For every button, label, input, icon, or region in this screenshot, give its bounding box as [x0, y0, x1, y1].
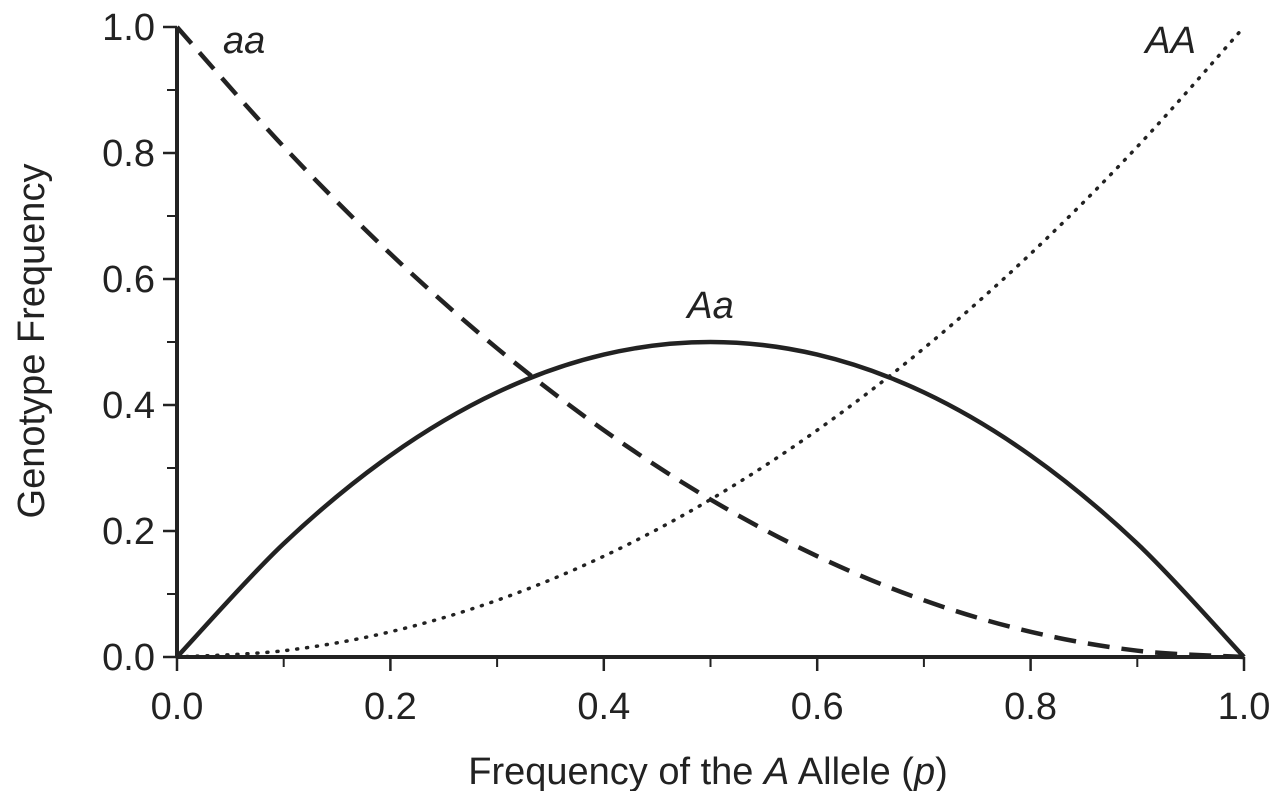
y-tick-label: 0.2 [102, 511, 155, 553]
y-tick-label: 0.0 [102, 637, 155, 679]
series-label-AA: AA [1143, 20, 1196, 62]
series-line-Aa [175, 339, 1246, 659]
y-tick-label: 0.6 [102, 259, 155, 301]
x-tick-label: 0.6 [791, 686, 844, 728]
x-tick-label: 0.2 [364, 686, 417, 728]
x-tick-label: 0.0 [151, 686, 204, 728]
series-label-aa: aa [223, 20, 265, 62]
series-label-Aa: Aa [685, 285, 733, 327]
series-layer [175, 25, 1246, 660]
y-axis-title: Genotype Frequency [11, 164, 53, 519]
y-tick-label: 0.8 [102, 133, 155, 175]
x-tick-label: 0.8 [1004, 686, 1057, 728]
x-axis-title-part-3: ) [935, 751, 948, 791]
axes-layer: 0.0 0.2 0.4 0.6 0.8 1.0 0.0 0.2 0.4 0.6 0.8 1.0 [102, 7, 1270, 728]
x-axis-title-italic-a: A [762, 751, 789, 791]
x-axis-title-part-2: Allele ( [789, 751, 914, 791]
x-tick-label: 1.0 [1218, 686, 1271, 728]
x-axis-title-part-1: Frequency of the [468, 751, 764, 791]
x-axis-title: Frequency of the A Allele (p) [468, 751, 948, 791]
x-tick-label: 0.4 [577, 686, 630, 728]
y-tick-label: 0.4 [102, 385, 155, 427]
labels-layer: aa Aa AA [223, 20, 1196, 327]
series-line-aa [175, 25, 1245, 660]
y-tick-label: 1.0 [102, 7, 155, 49]
series-line-AA [175, 25, 1246, 659]
x-axis-title-italic-p: p [913, 751, 935, 791]
